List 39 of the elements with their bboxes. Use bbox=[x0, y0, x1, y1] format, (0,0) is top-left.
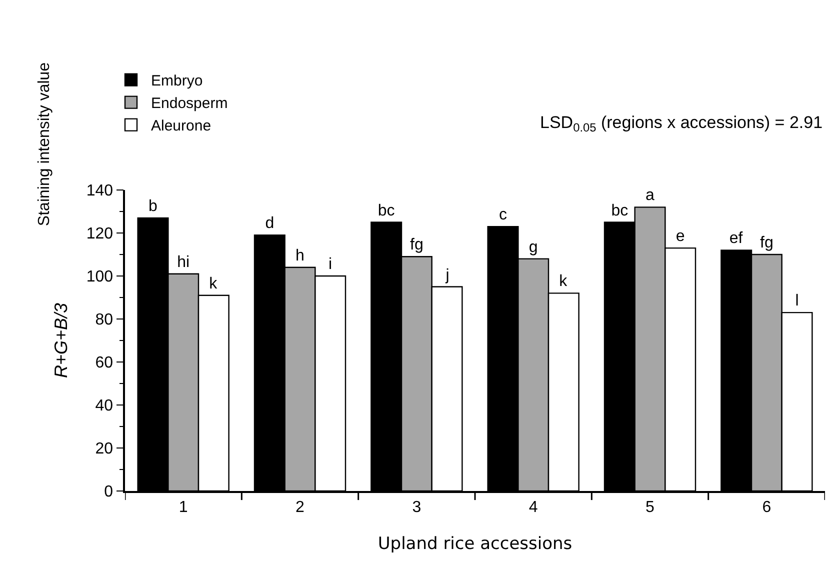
y-axis-title: R+G+B/3 bbox=[51, 302, 72, 378]
data-label: j bbox=[444, 266, 450, 284]
x-tick-label: 3 bbox=[412, 498, 422, 516]
x-axis-title: Upland rice accessions bbox=[378, 534, 572, 554]
data-label: l bbox=[795, 292, 799, 310]
y-tick-label: 80 bbox=[95, 312, 114, 329]
data-label: hi bbox=[177, 254, 190, 271]
y-tick-label: 140 bbox=[86, 182, 114, 200]
data-label: d bbox=[265, 215, 274, 232]
legend-label: Endosperm bbox=[151, 95, 228, 112]
x-tick-label: 1 bbox=[178, 498, 188, 516]
data-label: k bbox=[559, 273, 568, 290]
legend-label: Aleurone bbox=[151, 118, 212, 135]
data-label: fg bbox=[760, 234, 774, 252]
text: Staining intensity value bbox=[36, 62, 53, 226]
data-label: fg bbox=[410, 236, 424, 254]
x-tick-label: 5 bbox=[646, 498, 655, 516]
data-label: bc bbox=[378, 202, 395, 220]
data-label: a bbox=[646, 187, 654, 204]
x-tick-label: 2 bbox=[296, 498, 305, 516]
text: LSD$_{0.05}$ (regions x accessions) = 2.91 bbox=[540, 113, 823, 135]
data-label: ef bbox=[729, 230, 744, 248]
y-tick-label: 100 bbox=[86, 268, 114, 286]
x-tick-label: 6 bbox=[762, 498, 772, 516]
data-label: i bbox=[328, 256, 332, 273]
data-label: k bbox=[209, 275, 218, 292]
y-tick-label: 0 bbox=[104, 484, 114, 501]
data-label: e bbox=[676, 228, 685, 246]
x-tick-label: 4 bbox=[528, 498, 538, 516]
legend-label: Embryo bbox=[151, 72, 203, 90]
y-tick-label: 60 bbox=[95, 354, 114, 372]
data-label: g bbox=[528, 238, 538, 256]
y-tick-label: 120 bbox=[86, 226, 114, 243]
data-label: b bbox=[148, 198, 158, 215]
y-tick-label: 20 bbox=[95, 440, 114, 458]
data-label: h bbox=[296, 247, 304, 264]
data-label: c bbox=[499, 206, 507, 224]
y-tick-label: 40 bbox=[95, 398, 114, 415]
data-label: bc bbox=[611, 202, 628, 220]
